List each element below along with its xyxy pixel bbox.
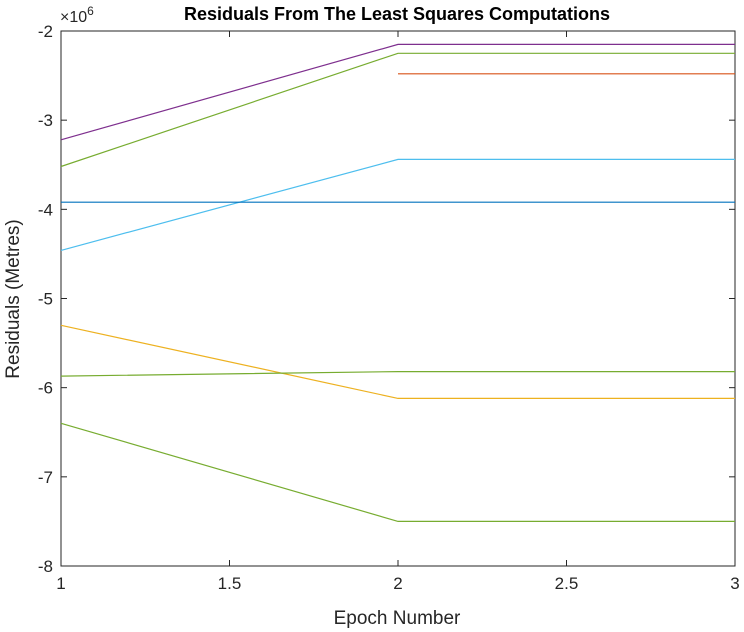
y-exponent-power: 6 xyxy=(87,4,94,18)
x-tick-label: 1 xyxy=(56,574,65,593)
y-tick-label: -3 xyxy=(38,111,53,130)
series-line-6 xyxy=(60,324,735,399)
y-tick-label: -7 xyxy=(38,468,53,487)
y-tick-label: -2 xyxy=(38,22,53,41)
series-line-2 xyxy=(60,52,735,168)
series-line-7 xyxy=(60,371,735,377)
x-tick-label: 2 xyxy=(393,574,402,593)
y-tick-label: -6 xyxy=(38,379,53,398)
x-tick-label: 3 xyxy=(730,574,739,593)
x-axis-label: Epoch Number xyxy=(334,608,461,629)
x-tick-label: 1.5 xyxy=(218,574,242,593)
y-axis-label: Residuals (Metres) xyxy=(3,219,24,378)
y-exponent-base: ×10 xyxy=(60,9,87,26)
x-tick-label: 2.5 xyxy=(555,574,579,593)
y-exponent-label: ×106 xyxy=(60,4,94,26)
series-line-8 xyxy=(60,422,735,523)
chart-title: Residuals From The Least Squares Computa… xyxy=(184,4,610,24)
y-tick-label: -4 xyxy=(38,200,53,219)
series-line-1 xyxy=(60,43,735,141)
plot-area: 1 1.5 2 2.5 3 -2 -3 -4 -5 -6 -7 -8 xyxy=(38,22,740,593)
y-tick-label: -5 xyxy=(38,290,53,309)
y-tick-label: -8 xyxy=(38,557,53,576)
series-line-4 xyxy=(60,158,735,251)
